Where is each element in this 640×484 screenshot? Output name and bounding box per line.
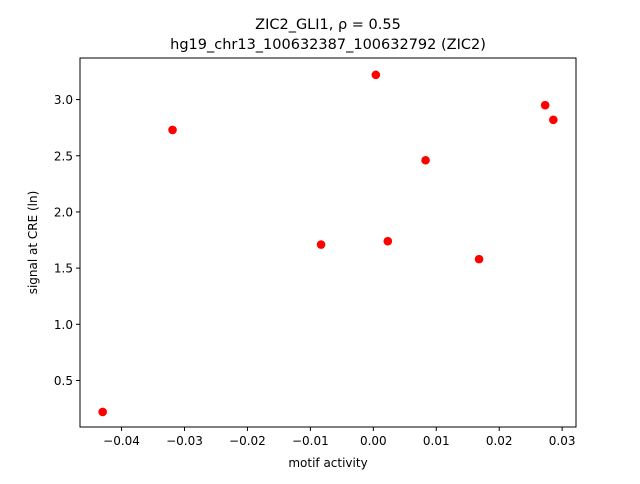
y-axis-ticks: 0.5 1.0 1.5 2.0 2.5 3.0 xyxy=(54,93,80,388)
y-tick-label: 0.5 xyxy=(54,374,73,388)
data-point-9 xyxy=(549,115,558,125)
y-axis-label: signal at CRE (ln) xyxy=(26,191,40,295)
x-tick-label: 0.02 xyxy=(486,434,513,448)
data-point-3 xyxy=(316,240,326,249)
x-axis-ticks: −0.04 −0.03 −0.02 −0.01 0.00 0.01 0.02 0.03 xyxy=(103,427,576,448)
x-axis-label: motif activity xyxy=(288,456,367,470)
y-tick-label: 3.0 xyxy=(54,93,73,107)
y-tick-label: 1.0 xyxy=(54,318,73,332)
y-tick-label: 2.0 xyxy=(54,205,73,219)
data-point-4 xyxy=(371,70,381,80)
x-tick-label: 0.00 xyxy=(360,434,387,448)
data-point-1 xyxy=(98,407,107,417)
x-tick-label: 0.03 xyxy=(549,434,576,448)
x-tick-label: −0.01 xyxy=(292,434,329,448)
data-point-8 xyxy=(540,100,550,110)
chart-title-line1: ZIC2_GLI1, ρ = 0.55 xyxy=(255,17,401,33)
y-tick-label: 1.5 xyxy=(54,262,73,276)
data-point-6 xyxy=(421,155,430,165)
x-tick-label: 0.01 xyxy=(423,434,450,448)
data-point-5 xyxy=(383,236,393,246)
chart-title-line2: hg19_chr13_100632387_100632792 (ZIC2) xyxy=(170,37,486,53)
plot-area-frame xyxy=(79,57,577,428)
y-tick-label: 2.5 xyxy=(54,149,73,163)
x-tick-label: −0.03 xyxy=(166,434,203,448)
data-point-2 xyxy=(168,125,177,135)
data-point-7 xyxy=(474,254,484,264)
x-tick-label: −0.04 xyxy=(103,434,140,448)
points-layer xyxy=(98,70,558,417)
x-tick-label: −0.02 xyxy=(229,434,266,448)
